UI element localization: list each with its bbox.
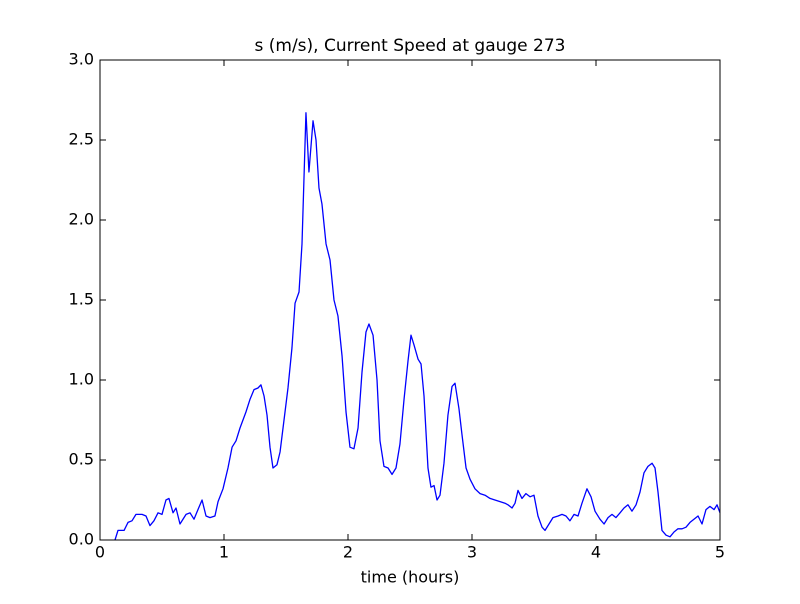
chart-title: s (m/s), Current Speed at gauge 273 bbox=[255, 36, 566, 56]
x-tick-label: 3 bbox=[467, 543, 477, 562]
x-tick-label: 0 bbox=[95, 543, 105, 562]
y-tick-label: 2.5 bbox=[69, 130, 94, 149]
y-tick-label: 0.0 bbox=[69, 530, 94, 549]
y-tick-label: 2.0 bbox=[69, 210, 94, 229]
data-line bbox=[114, 112, 721, 541]
x-tick-label: 2 bbox=[343, 543, 353, 562]
x-tick-label: 5 bbox=[715, 543, 725, 562]
x-axis-label: time (hours) bbox=[361, 568, 460, 587]
x-tick-label: 1 bbox=[219, 543, 229, 562]
y-tick-label: 1.0 bbox=[69, 370, 94, 389]
y-tick-label: 1.5 bbox=[69, 290, 94, 309]
plot-frame bbox=[99, 59, 721, 541]
x-tick-label: 4 bbox=[591, 543, 601, 562]
y-tick-label: 3.0 bbox=[69, 50, 94, 69]
y-tick-label: 0.5 bbox=[69, 450, 94, 469]
